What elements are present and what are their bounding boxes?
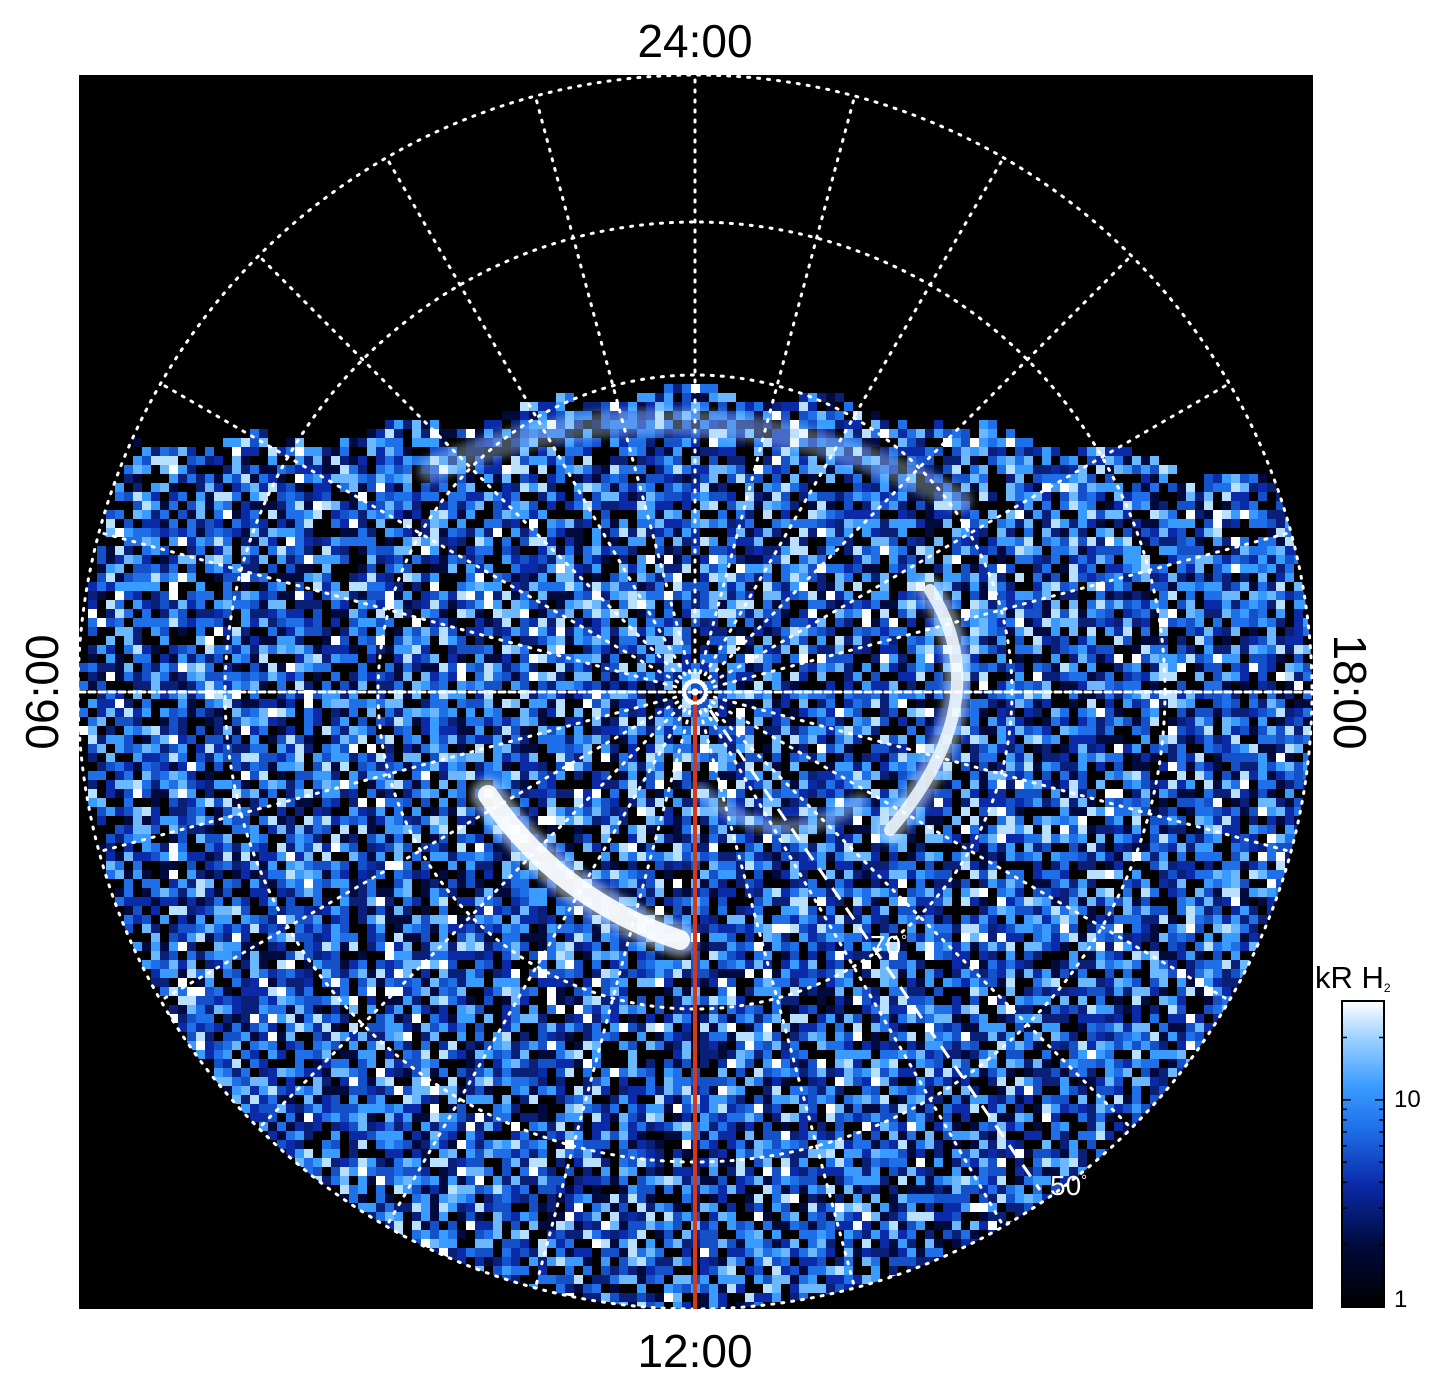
local-time-label-left: 06:00 — [19, 634, 65, 749]
latitude-value-50: 50 — [1050, 1170, 1081, 1201]
colorbar-unit-label: kR H2 — [1315, 960, 1391, 996]
latitude-label-70: 70° — [870, 930, 907, 962]
local-time-label-top: 24:00 — [637, 18, 752, 64]
colorbar-unit: kR H — [1315, 960, 1384, 995]
latitude-label-50: 50° — [1050, 1170, 1087, 1202]
colorbar-unit-subscript: 2 — [1384, 981, 1391, 995]
degree-symbol: ° — [901, 932, 907, 949]
colorbar-tick-label-10: 10 — [1394, 1086, 1421, 1114]
local-time-label-right: 18:00 — [1327, 634, 1373, 749]
degree-symbol: ° — [1081, 1172, 1087, 1189]
latitude-value-70: 70 — [870, 930, 901, 961]
colorbar — [1342, 1001, 1384, 1307]
colorbar-tick-label-1: 1 — [1394, 1286, 1407, 1314]
local-time-label-bottom: 12:00 — [637, 1328, 752, 1374]
colorbar-gradient — [1342, 1001, 1384, 1307]
